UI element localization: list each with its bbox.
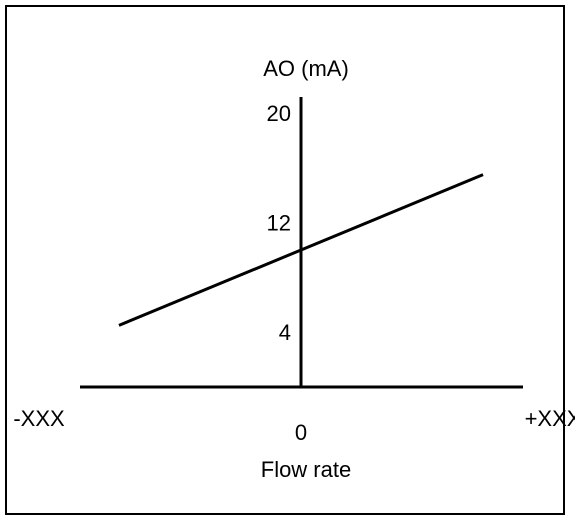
y-axis-label: AO (mA) <box>263 56 349 81</box>
x-tick-label-zero: 0 <box>295 420 307 445</box>
chart-frame <box>5 5 565 515</box>
y-tick-label-20: 20 <box>267 101 291 126</box>
x-axis-label: Flow rate <box>261 457 351 482</box>
x-tick-label-pos: +XXX <box>525 406 575 431</box>
y-tick-label-12: 12 <box>267 211 291 236</box>
y-tick-label-4: 4 <box>279 320 291 345</box>
series-line <box>118 173 484 327</box>
x-tick-label-neg: -XXX <box>13 406 65 431</box>
